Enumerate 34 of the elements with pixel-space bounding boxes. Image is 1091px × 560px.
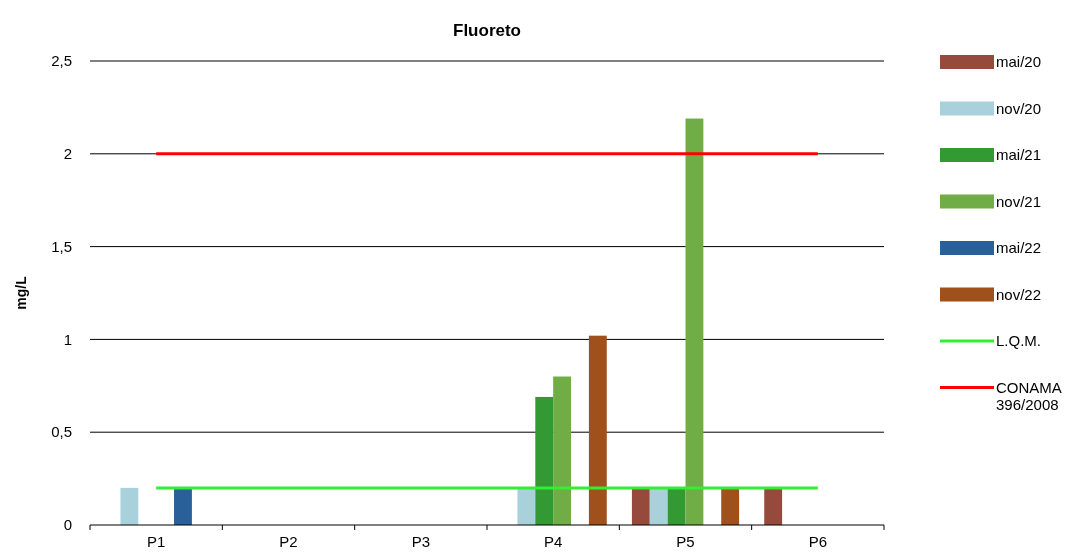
bar <box>764 487 783 525</box>
bar <box>685 118 704 525</box>
y-tick-label: 0 <box>63 516 72 534</box>
y-tick-label: 2 <box>63 145 72 163</box>
legend-label: CONAMA 396/2008 <box>996 378 1062 413</box>
bar <box>535 396 554 525</box>
bar <box>517 487 536 525</box>
y-axis-title: mg/L <box>13 275 29 310</box>
legend-label: L.Q.M. <box>996 332 1042 350</box>
bar <box>120 487 139 525</box>
x-tick-label: P6 <box>808 533 828 550</box>
legend-label: mai/21 <box>996 146 1042 164</box>
bar <box>588 335 607 525</box>
bar <box>553 376 572 525</box>
legend-label: nov/21 <box>996 192 1042 210</box>
x-tick-label: P4 <box>543 533 563 550</box>
y-tick-label: 1 <box>63 330 72 348</box>
bar <box>649 487 668 525</box>
legend-label: nov/20 <box>996 99 1042 117</box>
y-tick-label: 0,5 <box>51 423 72 441</box>
x-tick-label: P1 <box>146 533 166 550</box>
y-tick-label: 1,5 <box>51 237 72 255</box>
bar <box>667 487 686 525</box>
legend-label: nov/22 <box>996 285 1042 303</box>
x-tick-label: P5 <box>676 533 695 550</box>
bar <box>631 487 650 525</box>
bar <box>174 487 192 525</box>
x-tick-label: P2 <box>279 533 298 550</box>
legend-label: mai/22 <box>996 239 1042 257</box>
y-tick-label: 2,5 <box>51 52 72 70</box>
legend-label: mai/20 <box>996 53 1042 71</box>
bar <box>721 487 740 525</box>
x-tick-label: P3 <box>411 533 431 550</box>
chart-title: Fluoreto <box>453 21 521 40</box>
